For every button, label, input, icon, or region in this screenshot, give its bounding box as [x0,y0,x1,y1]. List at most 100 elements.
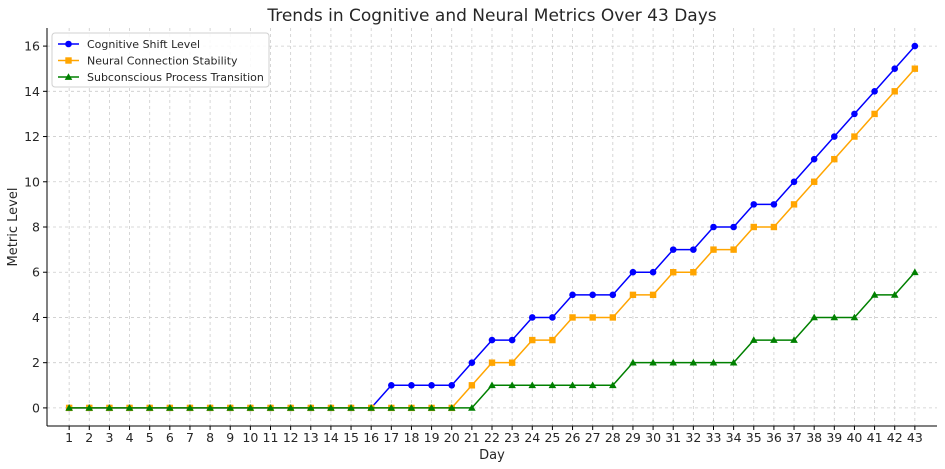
data-point-triangle [890,291,899,298]
x-tick-label: 31 [665,430,681,445]
data-point-triangle [689,358,698,366]
data-point-triangle [669,358,678,366]
data-point-square [831,155,838,163]
x-tick-label: 8 [206,430,214,445]
data-point-circle [690,246,697,253]
data-point-triangle [629,358,637,366]
data-point-circle [488,336,496,344]
legend-swatch-marker [65,40,72,48]
data-point-circle [649,268,657,276]
data-point-square [911,65,919,72]
series-3 [65,268,919,411]
legend: Cognitive Shift Level Neural Connection S… [51,32,270,88]
data-point-circle [710,223,717,231]
data-point-triangle [609,381,617,389]
data-point-square [569,314,576,321]
data-point-triangle [427,404,436,411]
data-point-circle [911,42,919,50]
data-point-circle [609,291,617,299]
x-tick-label: 5 [146,430,154,445]
data-point-circle [831,133,838,140]
data-point-triangle [186,404,194,411]
data-point-triangle [770,336,778,343]
y-tick-label: 16 [24,39,40,54]
data-point-circle [851,110,858,118]
legend-item: Neural Connection Stability [58,55,238,68]
data-point-triangle [749,336,758,343]
axes: 1 2 3 4 5 6 7 8 9 10 11 12 13 14 15 16 17 18 19 20 21 22 23 24 2… [24,28,937,445]
data-point-circle [428,381,435,389]
data-point-square [529,336,536,344]
data-point-triangle [870,291,879,298]
x-tick-label: 28 [605,430,621,445]
data-point-triangle [407,404,416,411]
data-point-square [468,382,476,389]
data-point-triangle [447,404,456,411]
data-point-circle [871,88,878,95]
x-tick-label: 42 [887,430,903,445]
data-point-circle [770,201,778,208]
x-tick-label: 15 [343,430,359,445]
x-tick-label: 2 [85,430,93,445]
data-point-square [589,314,596,321]
x-tick-label: 14 [323,430,339,445]
x-tick-label: 3 [105,430,113,445]
x-tick-label: 17 [383,430,399,445]
data-point-circle [810,155,818,163]
y-tick-label: 10 [24,174,40,189]
data-point-circle [468,359,476,366]
data-point-circle [448,381,456,389]
data-point-circle [891,65,899,73]
legend-label: Neural Connection Stability [87,55,238,68]
data-point-triangle [266,404,275,411]
x-tick-label: 7 [186,430,194,445]
data-point-triangle [226,404,235,411]
series-layer [65,42,919,412]
x-tick-label: 9 [226,430,234,445]
data-point-triangle [206,404,214,411]
x-tick-label: 6 [166,430,174,445]
data-point-square [710,246,717,253]
data-point-square [670,269,677,276]
x-tick-label: 34 [726,430,742,445]
x-tick-label: 16 [363,430,379,445]
x-tick-label: 20 [444,430,460,445]
data-point-triangle [286,404,295,411]
data-point-triangle [588,381,597,389]
data-point-triangle [528,381,537,389]
x-tick-label: 4 [126,430,134,445]
x-tick-label: 11 [263,430,279,445]
x-tick-label: 24 [524,430,540,445]
x-tick-label: 1 [65,430,73,445]
x-tick-label: 26 [565,430,581,445]
data-point-square [488,359,496,366]
data-point-triangle [548,381,557,389]
x-tick-label: 35 [746,430,762,445]
data-point-triangle [85,404,94,411]
data-point-circle [629,268,637,276]
data-point-circle [528,314,536,321]
x-tick-label: 39 [826,430,842,445]
y-tick-label: 0 [32,400,40,415]
x-tick-label: 38 [806,430,822,445]
data-point-triangle [729,358,738,366]
data-point-square [891,88,898,95]
data-point-triangle [367,404,375,411]
data-point-circle [589,291,596,299]
x-tick-label: 37 [786,430,802,445]
data-point-triangle [911,268,919,276]
legend-swatch-marker [65,57,72,64]
data-point-triangle [568,381,577,389]
data-point-triangle [166,404,174,411]
data-point-square [690,269,697,276]
data-point-triangle [649,358,657,366]
data-point-square [609,314,617,321]
data-point-triangle [246,404,255,411]
data-point-triangle [387,404,396,411]
data-point-square [730,246,737,253]
data-point-circle [408,381,415,389]
data-point-square [871,110,878,118]
x-tick-label: 18 [404,430,420,445]
y-tick-label: 6 [32,265,40,280]
data-point-triangle [850,313,859,321]
